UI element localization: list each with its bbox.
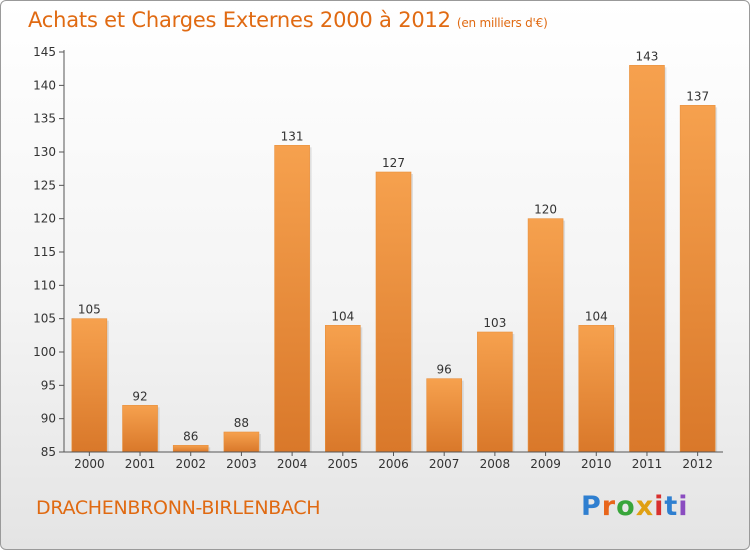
y-tick-label: 90 [41,412,56,426]
logo-letter: P [581,491,602,522]
y-tick-label: 85 [41,445,56,459]
x-tick-label: 2006 [378,457,409,471]
proxiti-logo: Proxiti [581,491,689,522]
logo-letter: r [601,491,617,522]
bar-data-label: 86 [183,429,198,443]
bar [172,445,209,453]
x-tick-label: 2009 [530,457,561,471]
y-tick-label: 95 [41,378,56,392]
y-tick-label: 130 [33,145,56,159]
x-tick-label: 2003 [226,457,257,471]
commune-name: DRACHENBRONN-BIRLENBACH [36,497,321,519]
x-tick-label: 2002 [175,457,206,471]
bar-data-label: 143 [636,49,659,63]
bar-data-label: 131 [281,129,304,143]
y-tick-label: 105 [33,312,56,326]
bar-data-label: 120 [534,203,557,217]
bar [325,325,361,453]
x-tick-label: 2008 [480,457,511,471]
logo-letter: o [616,491,636,522]
x-axis: 2000 2001 2002 2003 2004 2005 2006 2007 2008 2009… [64,451,723,471]
y-tick-label: 100 [33,345,56,359]
bar-data-label: 103 [483,316,506,330]
bar [477,331,513,453]
chart-title: Achats et Charges Externes 2000 à 2012 (e… [28,8,548,32]
logo-letter: i [678,491,689,522]
x-tick-label: 2010 [581,457,612,471]
x-tick-label: 2011 [632,457,663,471]
bar [223,431,260,453]
logo-letter: t [664,491,679,522]
chart-subtitle: (en milliers d'€) [456,16,548,30]
bar [122,405,158,453]
y-tick-label: 145 [33,45,56,59]
y-tick-label: 135 [33,112,56,126]
logo-letter: x [635,491,655,522]
x-tick-label: 2007 [429,457,460,471]
bar [629,65,665,453]
bar [426,378,462,453]
bars: 105 92 86 88 131 104 127 96 103 120 104 143 137 [71,49,718,453]
y-tick-label: 120 [33,212,56,226]
y-tick-label: 140 [33,78,56,92]
y-tick-label: 125 [33,178,56,192]
bar [274,145,310,453]
x-tick-label: 2005 [328,457,359,471]
bar-data-label: 127 [382,156,405,170]
x-tick-label: 2012 [682,457,713,471]
y-tick-label: 115 [33,245,56,259]
bar-data-label: 105 [78,303,101,317]
bar-data-label: 88 [234,416,249,430]
bar-data-label: 92 [132,389,147,403]
x-tick-label: 2004 [277,457,308,471]
bar-data-label: 137 [686,89,709,103]
y-tick-label: 110 [33,278,56,292]
bar [71,318,108,453]
logo-letter: i [654,491,665,522]
bar-data-label: 96 [437,363,452,377]
bar [578,325,615,453]
bar [679,105,716,453]
bar-data-label: 104 [331,309,354,323]
bar [375,171,412,453]
bar-data-label: 104 [585,309,608,323]
chart-title-text: Achats et Charges Externes 2000 à 2012 [28,8,451,32]
x-tick-label: 2001 [125,457,156,471]
y-axis: 85 90 95 100 105 110 115 120 125 130 135 140 145 [33,45,65,459]
bar [527,218,564,453]
x-tick-label: 2000 [74,457,105,471]
